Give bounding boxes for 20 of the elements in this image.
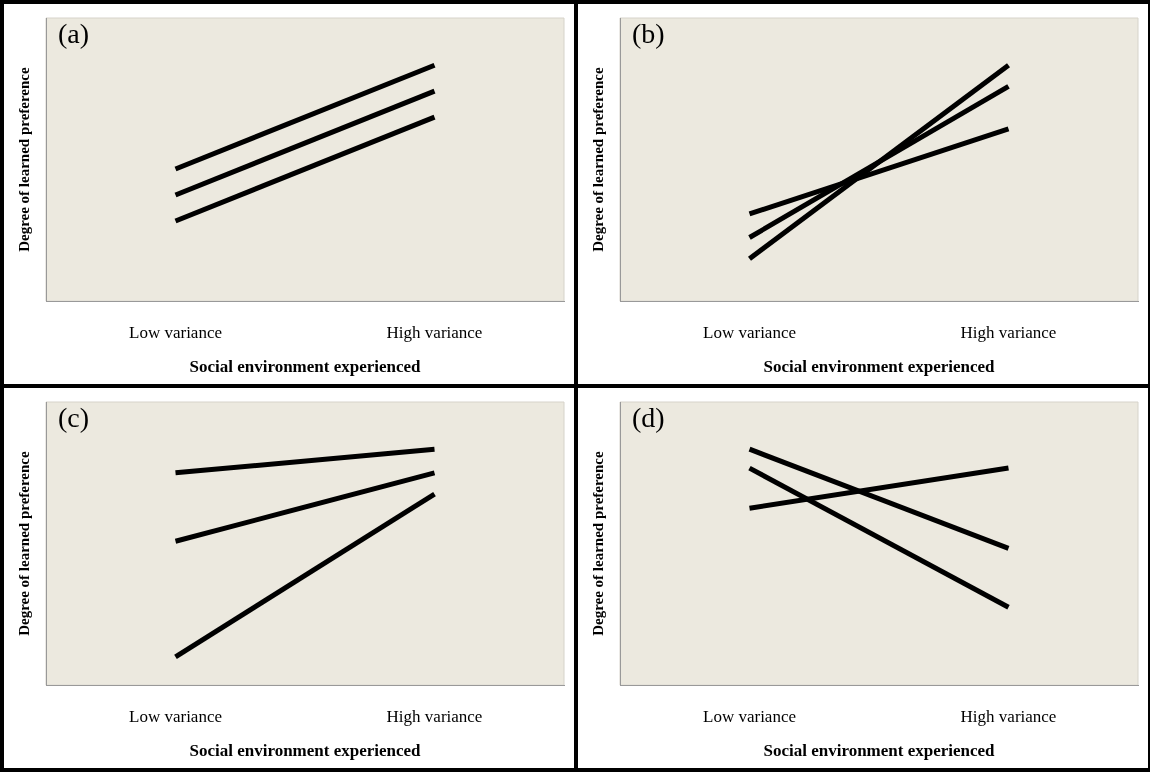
x-tick-label: Low variance: [703, 706, 796, 726]
text: (b): [632, 18, 665, 50]
y-axis-title: Degree of learned preference: [15, 451, 32, 636]
x-tick-label: Low variance: [703, 322, 796, 342]
y-axis-title: Degree of learned preference: [15, 67, 32, 252]
text: (a): [58, 18, 90, 50]
y-axis-title: Degree of learned preference: [589, 67, 606, 252]
text: (c): [58, 402, 90, 434]
x-tick-label: High variance: [386, 706, 483, 726]
x-tick-label: Low variance: [129, 706, 222, 726]
x-tick-label: High variance: [386, 322, 483, 342]
x-tick-label: Low variance: [129, 322, 222, 342]
x-axis-title: Social environment experienced: [763, 357, 996, 377]
x-tick-label: High variance: [960, 706, 1057, 726]
y-axis-title: Degree of learned preference: [589, 451, 606, 636]
x-axis-title: Social environment experienced: [189, 357, 422, 377]
x-tick-label: High variance: [960, 322, 1057, 342]
x-axis-title: Social environment experienced: [189, 741, 422, 761]
text: (d): [632, 402, 665, 434]
x-axis-title: Social environment experienced: [763, 741, 996, 761]
